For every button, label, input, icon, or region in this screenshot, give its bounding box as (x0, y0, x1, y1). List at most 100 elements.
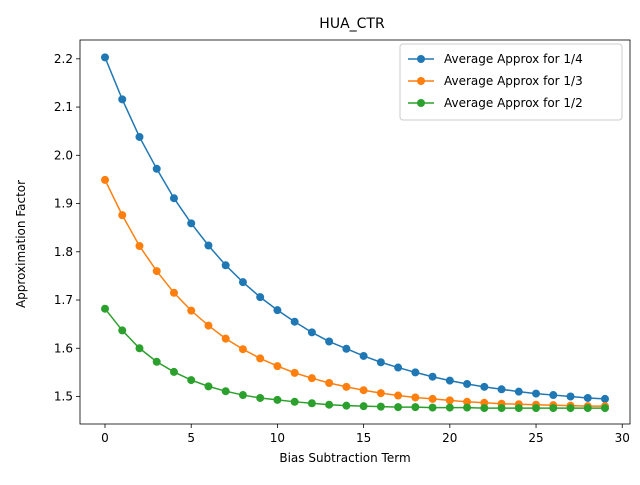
data-point (394, 391, 403, 400)
data-point (532, 389, 541, 398)
data-point (290, 368, 299, 377)
axes-frame (79, 39, 631, 425)
data-point (601, 394, 609, 403)
x-tick-label: 10 (270, 431, 285, 445)
y-tick-label: 1.8 (54, 245, 73, 259)
data-point (428, 394, 437, 403)
legend-label: Average Approx for 1/2 (444, 96, 583, 110)
y-tick-label: 1.5 (54, 390, 73, 404)
legend-box (399, 43, 623, 121)
data-point (135, 241, 144, 250)
plot-area: 0 5 10 15 20 25 30 1.5 1.6 1.7 1.8 1.9 2.0 2.1 2.2 (54, 39, 631, 445)
data-point (445, 376, 454, 385)
data-point (428, 372, 437, 381)
data-point (342, 382, 351, 391)
data-point (566, 404, 575, 413)
data-point (273, 306, 282, 315)
data-point (152, 357, 161, 366)
legend-marker (417, 55, 425, 63)
data-point (411, 393, 420, 402)
data-point (359, 402, 368, 411)
data-point (411, 403, 420, 412)
data-point (359, 386, 368, 395)
data-point (342, 344, 351, 353)
data-point (238, 278, 247, 287)
x-tick-label: 30 (615, 431, 630, 445)
data-point (118, 95, 127, 104)
y-tick-label: 1.7 (54, 293, 73, 307)
data-point (549, 404, 558, 413)
data-point (118, 211, 127, 220)
data-point (497, 385, 506, 394)
data-point (514, 387, 523, 396)
x-tick-label: 5 (187, 431, 195, 445)
data-point (290, 317, 299, 326)
y-tick-label: 2.2 (54, 52, 73, 66)
data-point (394, 363, 403, 372)
data-point (273, 395, 282, 404)
y-tick-label: 1.9 (54, 197, 73, 211)
x-tick-label: 25 (528, 431, 543, 445)
data-point (376, 402, 385, 411)
data-point (480, 382, 489, 391)
data-point (325, 378, 334, 387)
legend-label: Average Approx for 1/3 (444, 74, 583, 88)
data-point (307, 374, 316, 383)
data-point (376, 358, 385, 367)
y-tick-label: 2.0 (54, 148, 73, 162)
data-point (480, 404, 489, 413)
data-point (221, 387, 230, 396)
data-point (359, 351, 368, 360)
x-tick-label: 20 (442, 431, 457, 445)
data-point (514, 404, 523, 413)
x-tick-label: 15 (356, 431, 371, 445)
data-point (601, 404, 609, 413)
data-point (187, 306, 196, 315)
data-point (307, 399, 316, 408)
y-tick-label: 1.6 (54, 341, 73, 355)
data-point (256, 354, 265, 363)
data-point (221, 261, 230, 270)
data-point (325, 400, 334, 409)
data-point (325, 337, 334, 346)
data-point (463, 403, 472, 412)
x-axis-label: Bias Subtraction Term (279, 451, 410, 465)
data-point (445, 403, 454, 412)
data-point (428, 403, 437, 412)
legend-label: Average Approx for 1/4 (444, 52, 583, 66)
data-point (583, 393, 592, 402)
data-point (342, 401, 351, 410)
data-point (463, 379, 472, 388)
data-point (290, 397, 299, 406)
data-point (256, 293, 265, 302)
data-point (394, 403, 403, 412)
data-point (135, 132, 144, 141)
data-point (238, 345, 247, 354)
data-point (204, 241, 213, 250)
data-point (169, 194, 178, 203)
legend-marker (417, 99, 425, 107)
data-point (376, 389, 385, 398)
data-point (256, 393, 265, 402)
data-point (101, 304, 109, 313)
data-point (169, 367, 178, 376)
data-point (101, 53, 109, 62)
data-point (152, 267, 161, 276)
data-point (497, 404, 506, 413)
data-point (532, 404, 541, 413)
data-point (135, 344, 144, 353)
legend-marker (417, 77, 425, 85)
legend: Average Approx for 1/4 Average Approx for… (399, 43, 623, 121)
x-tick-label: 0 (101, 431, 109, 445)
data-point (204, 382, 213, 391)
data-point (583, 404, 592, 413)
chart-title: HUA_CTR (319, 16, 385, 32)
data-point (549, 391, 558, 400)
data-point (118, 326, 127, 335)
y-tick-label: 2.1 (54, 100, 73, 114)
data-point (307, 328, 316, 337)
data-point (445, 396, 454, 405)
data-point (566, 392, 575, 401)
